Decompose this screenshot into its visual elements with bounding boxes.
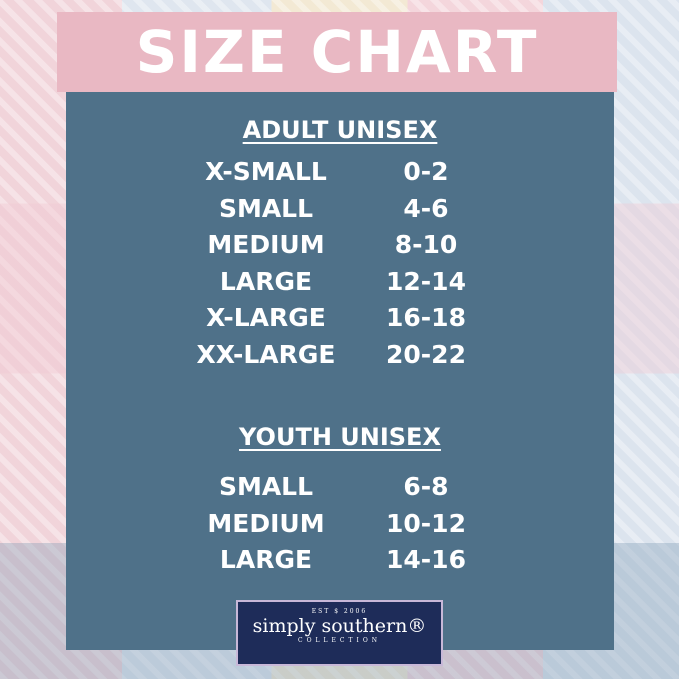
size-range: 4-6 [403,193,449,223]
brand-logo: EST $ 2006 simply southern® COLLECTION [236,600,443,666]
size-range: 0-2 [403,157,449,186]
title-banner: SIZE CHART [57,12,617,92]
adult-heading: ADULT UNISEX [66,116,614,144]
size-label: SMALL [218,193,314,223]
size-range: 6-8 [403,472,449,501]
size-chart-panel: ADULT UNISEX X-SMALL 0-2 SMALL 4-6 MEDIUM 8-1… [66,92,614,650]
size-range: 10-12 [386,508,466,538]
size-range: 8-10 [394,230,458,260]
adult-heading-text: ADULT UNISEX [242,116,438,144]
size-label: XX-LARGE [196,340,336,369]
size-label: MEDIUM [207,230,325,260]
size-label: X-SMALL [205,157,327,186]
size-range: 16-18 [386,303,466,333]
size-label: MEDIUM [207,508,325,538]
youth-heading-text: YOUTH UNISEX [239,423,441,451]
size-label: SMALL [218,472,314,501]
size-range: 14-16 [386,545,466,575]
youth-heading: YOUTH UNISEX [66,423,614,451]
size-label: X-LARGE [206,303,326,333]
size-range: 20-22 [386,340,466,369]
logo-sub: COLLECTION [298,637,381,644]
size-label: LARGE [219,266,313,296]
logo-name: simply southern® [252,615,427,637]
page-title: SIZE CHART [135,18,539,86]
size-range: 12-14 [386,266,466,296]
logo-est: EST $ 2006 [311,608,368,615]
size-label: LARGE [219,545,313,575]
